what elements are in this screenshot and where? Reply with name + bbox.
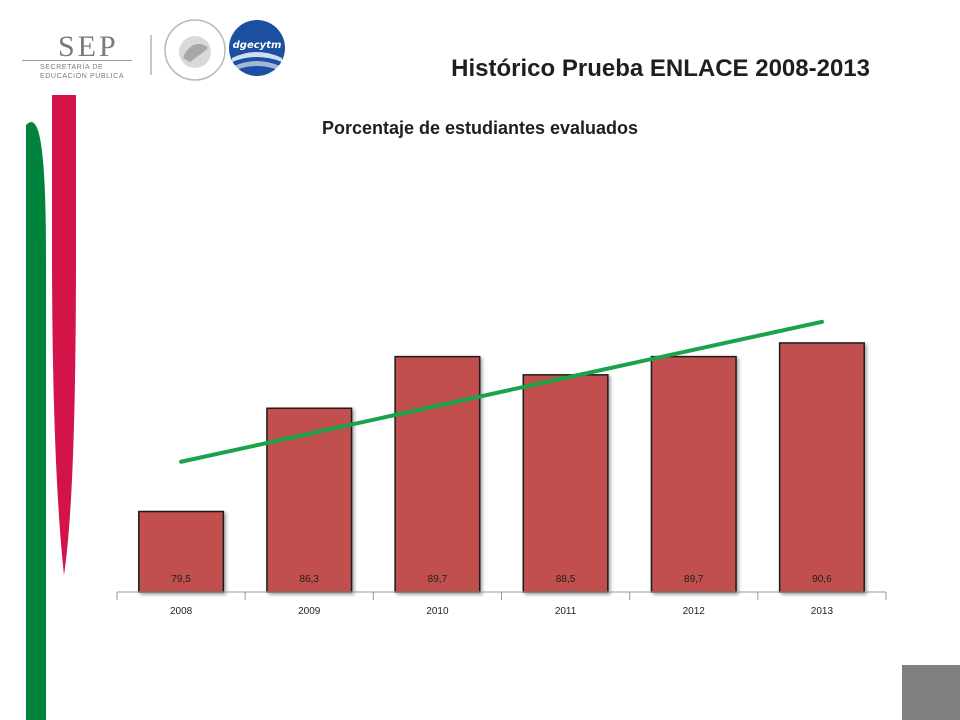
corner-block: [902, 665, 960, 720]
data-label-2012: 89,7: [684, 574, 704, 585]
x-tick-label-2013: 2013: [811, 606, 834, 617]
x-axis: 2008 2009 2010 2011 2012 2013: [116, 591, 887, 617]
data-label-2009: 86,3: [300, 574, 320, 585]
sep-rule: [22, 60, 132, 61]
x-tick-label-2011: 2011: [555, 606, 577, 617]
x-tick-label-2008: 2008: [170, 606, 193, 617]
dgecytm-logo-text: dgecytm: [233, 40, 282, 51]
data-label-2010: 89,7: [428, 574, 448, 585]
x-tick-label-2010: 2010: [426, 606, 449, 617]
bar-2012: [650, 355, 737, 593]
red-stripe: [52, 95, 76, 575]
mexico-seal-icon: [164, 19, 226, 81]
data-label-2008: 79,5: [171, 574, 191, 585]
data-labels: 79,5 86,3 89,7 88,5 89,7 90,6: [171, 574, 832, 585]
x-tick-label-2009: 2009: [298, 606, 321, 617]
dgecytm-logo-icon: dgecytm: [229, 20, 285, 76]
trendline-layer: [179, 319, 824, 464]
data-label-2011: 88,5: [556, 574, 576, 585]
data-label-2013: 90,6: [812, 574, 832, 585]
header-divider: [150, 35, 152, 75]
sep-logo-text: SEP: [58, 30, 119, 63]
page-title: Histórico Prueba ENLACE 2008-2013: [451, 55, 870, 82]
logo-icons: dgecytm: [164, 19, 285, 81]
bars-layer: [138, 342, 865, 593]
bar-2008: [138, 510, 225, 593]
chart-title: Porcentaje de estudiantes evaluados: [0, 118, 960, 139]
bar-2011: [522, 374, 609, 593]
green-stripe: [26, 121, 46, 720]
sep-subtitle-1: SECRETARÍA DE: [40, 64, 104, 71]
x-tick-label-2012: 2012: [683, 606, 706, 617]
bar-2013: [778, 342, 865, 593]
bar-2010: [394, 355, 481, 593]
chart-title-text: Porcentaje de estudiantes evaluados: [321, 118, 639, 138]
sep-subtitle-2: EDUCACIÓN PÚBLICA: [40, 73, 125, 80]
logo-area: SEP SECRETARÍA DE EDUCACIÓN PÚBLICA dgec…: [0, 0, 300, 95]
trendline: [179, 319, 824, 464]
